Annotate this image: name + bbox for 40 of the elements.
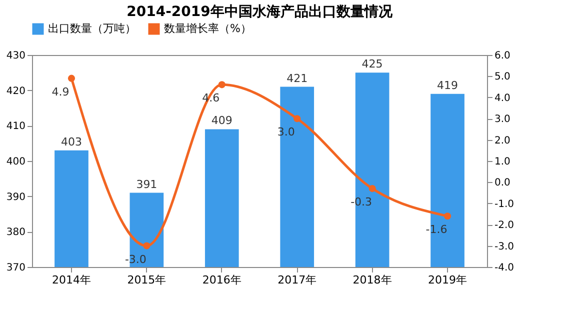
point [294,115,301,122]
point [218,81,226,88]
data-label: 403 [60,135,82,148]
y2-tick-label: 1.0 [494,156,510,168]
point [68,74,76,82]
y2-tick-label: -3.0 [494,241,514,252]
y-tick-label: 410 [6,121,26,132]
y-tick-label: 390 [6,192,26,203]
y-tick-label: 420 [6,86,26,97]
y2-tick-label: 5.0 [494,72,510,83]
data-label: 421 [286,72,308,85]
x-tick-label: 2018年 [352,274,392,286]
y-tick-label: 430 [6,50,26,62]
y2-tick-label: -2.0 [494,220,514,232]
y2-tick-label: 0.0 [494,178,510,189]
data-label: 391 [136,178,158,191]
y-tick-label: 380 [6,227,26,238]
data-label: 425 [362,58,383,71]
y2-tick-label: 2.0 [494,135,510,146]
y-tick-label: 370 [6,262,26,274]
x-tick-label: 2015年 [127,274,166,286]
y2-tick-label: 3.0 [494,114,510,126]
chart-title: 2014-2019年中国水海产品出口数量情况 [126,3,394,20]
data-label: 409 [211,114,232,128]
data-label: 4.9 [52,85,70,98]
y2-tick-label: -1.0 [494,198,514,210]
x-tick-label: 2016年 [202,274,242,286]
legend-label: 出口数量（万吨） [48,22,136,35]
y2-tick-label: -4.0 [494,262,514,274]
point [143,242,150,250]
y2-tick-label: 6.0 [494,50,510,62]
point [444,212,452,220]
x-tick-label: 2014年 [52,274,91,286]
y-tick-label: 400 [6,156,26,168]
legend-label: 数量增长率（%） [164,22,252,35]
x-tick-label: 2017年 [278,274,317,286]
point [368,185,376,192]
x-tick-label: 2019年 [428,274,468,286]
data-label: 419 [437,78,458,92]
y2-tick-label: 4.0 [494,92,510,104]
